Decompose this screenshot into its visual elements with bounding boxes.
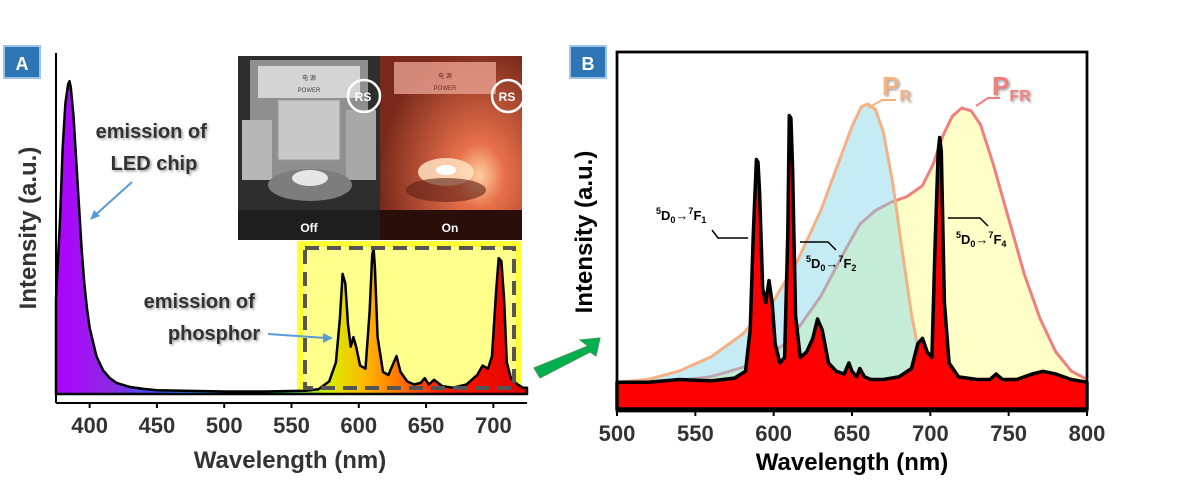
panel-a-x-label: Wavelength (nm) <box>194 447 386 474</box>
panel-a-x-ticks: 400 450 500 550 600 650 700 <box>71 403 512 438</box>
panel-a-tick-label-650: 650 <box>408 413 445 438</box>
f2-asub: 0 <box>820 263 825 273</box>
annotation-f4: 5D0→7F4 <box>956 230 1006 249</box>
panel-a-tick-label-600: 600 <box>340 413 377 438</box>
f4-bsub: 4 <box>1001 239 1006 249</box>
panel-a: A 400 450 500 550 600 650 700 Wavelength (nm) … <box>3 45 529 474</box>
f1-a: D <box>661 208 670 223</box>
pfr-label: PFR <box>992 71 1031 105</box>
panel-a-tick-label-400: 400 <box>71 413 108 438</box>
phosphor-annotation-line1: emission of <box>144 291 255 313</box>
rs-badge-off-label: RS <box>355 90 372 104</box>
annotation-f2: 5D0→7F2 <box>806 254 856 273</box>
f2-pre: 5 <box>806 254 811 264</box>
power-label-off: POWER <box>298 88 321 94</box>
pr-label: PR <box>882 71 911 105</box>
led-annotation-line1: emission of <box>96 121 207 143</box>
phosphor-annotation: emission of phosphor <box>144 291 261 345</box>
rs-badge-on-label: RS <box>499 90 516 104</box>
f1-pre: 5 <box>656 206 661 216</box>
pfr-label-main: P <box>992 71 1009 101</box>
photo-inset-off: POWER 电 源 Off <box>238 56 380 240</box>
f2-bsub: 2 <box>851 263 856 273</box>
power-label-on: POWER <box>434 86 457 92</box>
panel-b-y-label: Intensity (a.u.) <box>571 151 598 314</box>
panel-b-tick-label-800: 800 <box>1069 421 1106 446</box>
panel-a-tick-label-700: 700 <box>475 413 512 438</box>
f1-arrow: → <box>675 208 688 223</box>
phosphor-annotation-arrow <box>267 333 327 339</box>
device-glyph-off: 电 源 <box>302 74 316 82</box>
phosphor-dashed-box <box>303 246 516 390</box>
panel-b-tick-label-550: 550 <box>677 421 714 446</box>
rs-badge-off: RS <box>346 78 382 114</box>
led-spectrum-area <box>54 79 529 396</box>
f4-b: F <box>993 232 1001 247</box>
device-glyph-on: 电 源 <box>438 72 452 80</box>
pfr-leader <box>975 97 1000 107</box>
photo-off-label: Off <box>300 221 318 235</box>
rs-badge-on: RS <box>490 78 526 114</box>
f2-b: F <box>843 256 851 271</box>
pr-label-main: P <box>882 71 899 101</box>
f1-b: F <box>693 208 701 223</box>
panel-b-tick-label-700: 700 <box>912 421 949 446</box>
led-annotation: emission of LED chip <box>96 121 213 175</box>
f4-arrow: → <box>975 232 988 247</box>
f2-arrow: → <box>825 256 838 271</box>
panel-b-tick-label-750: 750 <box>990 421 1027 446</box>
panel-b-badge <box>569 45 607 79</box>
f2-mid: 7 <box>838 254 843 264</box>
panel-b-tick-label-500: 500 <box>599 421 636 446</box>
f4-asub: 0 <box>970 239 975 249</box>
f4-mid: 7 <box>988 230 993 240</box>
emission-spectrum-area <box>615 113 1089 411</box>
photo-inset-on: POWER 电 源 On <box>380 56 522 240</box>
panel-a-tick-label-500: 500 <box>206 413 243 438</box>
phosphor-annotation-line2: phosphor <box>168 323 260 345</box>
pr-leader <box>867 99 896 109</box>
panel-a-badge <box>3 45 41 79</box>
f2-a: D <box>811 256 820 271</box>
f1-asub: 0 <box>670 215 675 225</box>
panel-transition-arrow <box>533 337 601 379</box>
panel-a-tick-label-550: 550 <box>273 413 310 438</box>
pr-label-sub: R <box>899 88 911 105</box>
panel-a-label: A <box>16 54 29 74</box>
f4-pre: 5 <box>956 230 961 240</box>
panel-a-tick-label-450: 450 <box>139 413 176 438</box>
panel-b-label: B <box>582 54 595 74</box>
panel-b-tick-label-600: 600 <box>755 421 792 446</box>
led-annotation-line2: LED chip <box>111 153 198 175</box>
pfr-label-sub: FR <box>1009 88 1031 105</box>
f4-a: D <box>961 232 970 247</box>
annotation-f4-leader <box>948 217 989 227</box>
panel-b-x-ticks: 500 550 600 650 700 750 800 <box>599 411 1106 446</box>
pr-area <box>615 102 932 387</box>
photo-on-label: On <box>442 221 459 235</box>
panel-b-tick-label-650: 650 <box>834 421 871 446</box>
phosphor-annotation-arrowhead <box>323 333 333 343</box>
panel-b-x-label: Wavelength (nm) <box>756 449 948 476</box>
led-annotation-arrow <box>91 181 133 219</box>
f1-bsub: 1 <box>701 215 706 225</box>
f1-mid: 7 <box>688 206 693 216</box>
panel-b: B 500 550 600 650 700 750 800 Wavelength (nm) … <box>569 45 1106 476</box>
annotation-f1: 5D0→7F1 <box>656 206 706 225</box>
annotation-f1-leader <box>711 229 748 239</box>
annotation-f2-leader <box>800 241 837 251</box>
led-annotation-arrowhead <box>90 210 100 220</box>
panel-a-y-label: Intensity (a.u.) <box>15 147 42 310</box>
